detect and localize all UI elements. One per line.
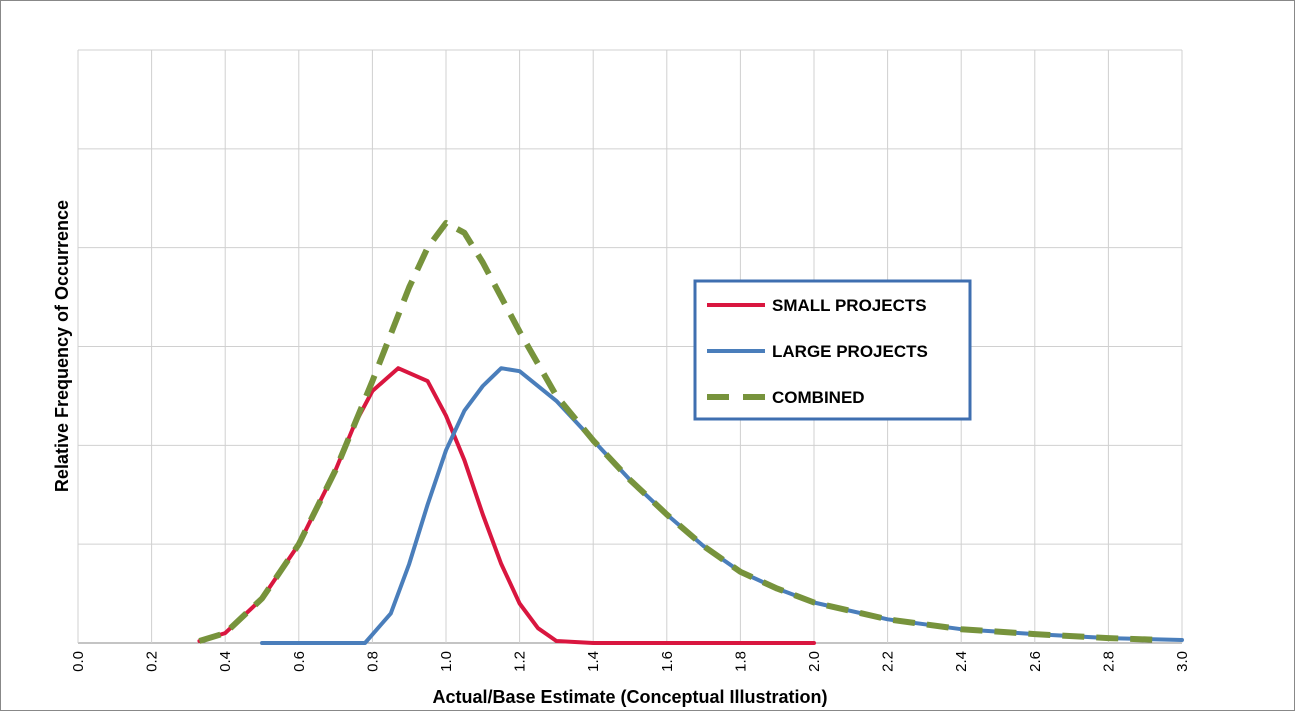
x-tick-label: 2.8: [1100, 651, 1117, 672]
x-tick-label: 0.4: [217, 651, 234, 672]
x-tick-label: 2.0: [806, 651, 823, 672]
legend-label: COMBINED: [772, 388, 865, 407]
x-tick-label: 1.2: [512, 651, 529, 672]
legend-label: SMALL PROJECTS: [772, 296, 927, 315]
x-axis-label: Actual/Base Estimate (Conceptual Illustr…: [432, 687, 827, 707]
x-tick-label: 1.8: [732, 651, 749, 672]
series-line: [197, 366, 816, 645]
x-tick-label: 0.0: [70, 651, 87, 672]
series-line: [198, 220, 1164, 644]
x-tick-label: 1.0: [438, 651, 455, 672]
legend-label: LARGE PROJECTS: [772, 342, 928, 361]
x-tick-label: 0.8: [364, 651, 381, 672]
x-tick-label: 0.2: [144, 651, 161, 672]
x-tick-label: 0.6: [291, 651, 308, 672]
x-tick-label: 2.6: [1027, 651, 1044, 672]
x-tick-label: 3.0: [1174, 651, 1191, 672]
x-tick-label: 2.2: [880, 651, 897, 672]
x-tick-label: 2.4: [953, 651, 970, 672]
x-tick-label: 1.6: [659, 651, 676, 672]
x-tick-label: 1.4: [585, 651, 602, 672]
y-axis-label: Relative Frequency of Occurrence: [52, 200, 72, 492]
